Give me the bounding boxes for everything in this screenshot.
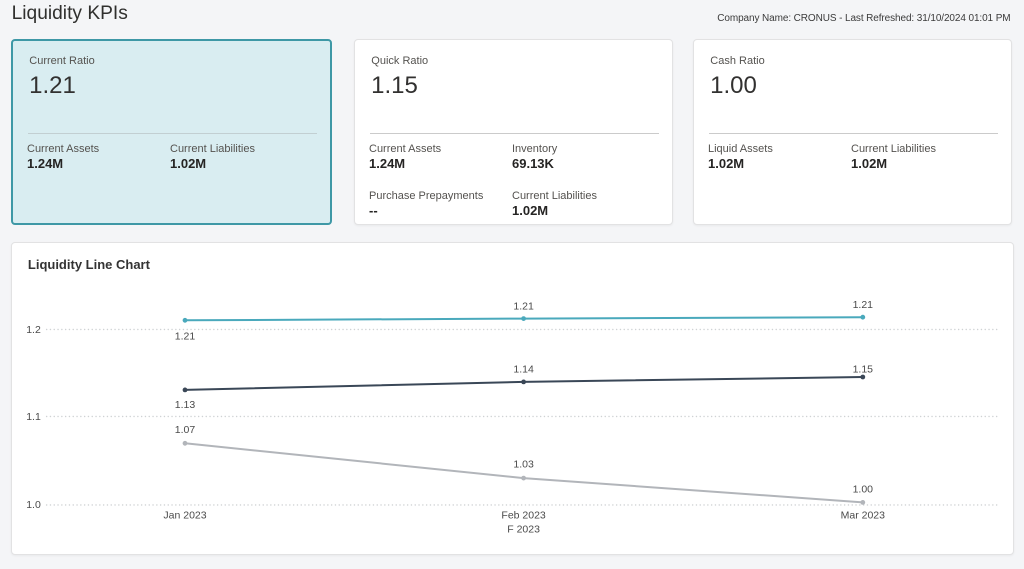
svg-text:1.21: 1.21 (175, 330, 196, 342)
svg-text:Mar 2023: Mar 2023 (841, 510, 886, 522)
svg-text:1.14: 1.14 (513, 364, 534, 376)
svg-text:1.0: 1.0 (26, 499, 41, 511)
svg-text:1.00: 1.00 (853, 484, 874, 496)
svg-text:1.13: 1.13 (175, 399, 196, 411)
svg-text:Feb 2023: Feb 2023 (501, 510, 546, 522)
svg-text:1.03: 1.03 (513, 458, 534, 470)
svg-text:1.07: 1.07 (175, 424, 196, 436)
svg-text:Jan 2023: Jan 2023 (163, 510, 206, 522)
svg-text:1.21: 1.21 (853, 299, 874, 311)
svg-text:1.2: 1.2 (26, 324, 41, 336)
svg-text:1.21: 1.21 (513, 301, 534, 313)
svg-text:F 2023: F 2023 (507, 524, 540, 536)
svg-text:1.15: 1.15 (853, 363, 874, 375)
svg-text:1.1: 1.1 (26, 411, 41, 423)
